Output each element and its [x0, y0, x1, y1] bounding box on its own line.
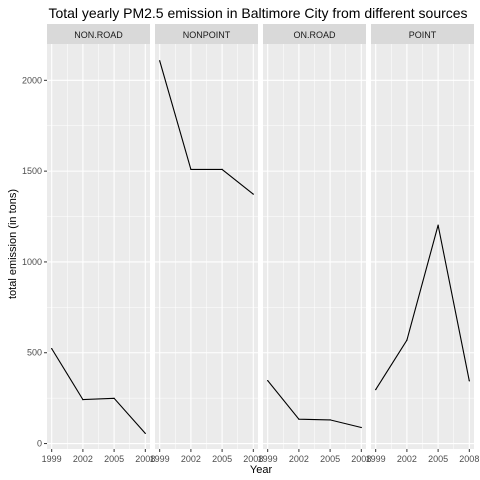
facet-strip: [155, 24, 258, 44]
y-tick-label: 0: [37, 439, 42, 449]
x-tick-label: 2008: [351, 454, 371, 464]
x-tick-label: 1999: [150, 454, 170, 464]
y-tick-label: 1000: [22, 257, 42, 267]
data-point: [360, 426, 362, 429]
data-point: [190, 168, 192, 171]
data-point: [437, 224, 439, 226]
data-point: [267, 379, 269, 382]
x-tick-label: 2002: [181, 454, 201, 464]
data-point: [375, 389, 377, 391]
facet-strip: [371, 24, 474, 44]
y-tick-label: 500: [27, 348, 42, 358]
x-tick-label: 2008: [135, 454, 155, 464]
series-line: [375, 225, 470, 390]
y-axis: 0 500 1000 1500 2000: [22, 75, 47, 449]
x-tick-label: 1999: [366, 454, 386, 464]
facet-strip-label: NONPOINT: [183, 30, 231, 40]
x-tick-label: 2005: [320, 454, 340, 464]
data-point: [159, 60, 161, 62]
x-tick-label: 1999: [258, 454, 278, 464]
data-point: [406, 339, 408, 341]
y-axis-title: total emission (in tons): [7, 189, 19, 299]
data-point: [82, 399, 84, 401]
x-tick-label: 2008: [243, 454, 263, 464]
data-point: [113, 397, 115, 399]
facet-point: POINT 1999 2002 2005 2008: [366, 24, 479, 464]
x-tick-label: 1999: [42, 454, 62, 464]
data-point: [51, 347, 53, 350]
facet-strip-label: POINT: [409, 30, 437, 40]
facet-strip-label: NON.ROAD: [74, 30, 123, 40]
facet-strip: [47, 24, 150, 44]
data-point: [221, 168, 223, 171]
x-tick-label: 2002: [289, 454, 309, 464]
facet-strip: [263, 24, 366, 44]
y-tick-label: 1500: [22, 166, 42, 176]
x-tick-label: 2005: [428, 454, 448, 464]
data-point: [298, 418, 300, 420]
x-tick-label: 2002: [73, 454, 93, 464]
facet-strip-label: ON.ROAD: [293, 30, 336, 40]
data-point: [329, 419, 331, 421]
facet-nonpoint: NONPOINT 1999 2002 2005 2008: [150, 24, 263, 464]
x-tick-label: 2005: [104, 454, 124, 464]
facet-non-road: NON.ROAD 1999 2002 2005 2008: [42, 24, 155, 464]
data-point: [468, 380, 470, 382]
data-point: [144, 432, 146, 435]
data-point: [252, 193, 254, 195]
series-line: [159, 60, 254, 195]
series-line: [51, 348, 146, 434]
facet-on-road: ON.ROAD 1999 2002 2005 2008: [258, 24, 371, 464]
x-tick-label: 2008: [459, 454, 479, 464]
y-tick-label: 2000: [22, 75, 42, 85]
x-tick-label: 2005: [212, 454, 232, 464]
series-line: [267, 380, 362, 429]
x-tick-label: 2002: [397, 454, 417, 464]
x-axis-title: Year: [250, 464, 273, 476]
chart-title: Total yearly PM2.5 emission in Baltimore…: [48, 5, 467, 21]
facet-panels: NON.ROAD 1999 2002 2005 2008 NONPOINT 1999 2002…: [42, 24, 479, 464]
